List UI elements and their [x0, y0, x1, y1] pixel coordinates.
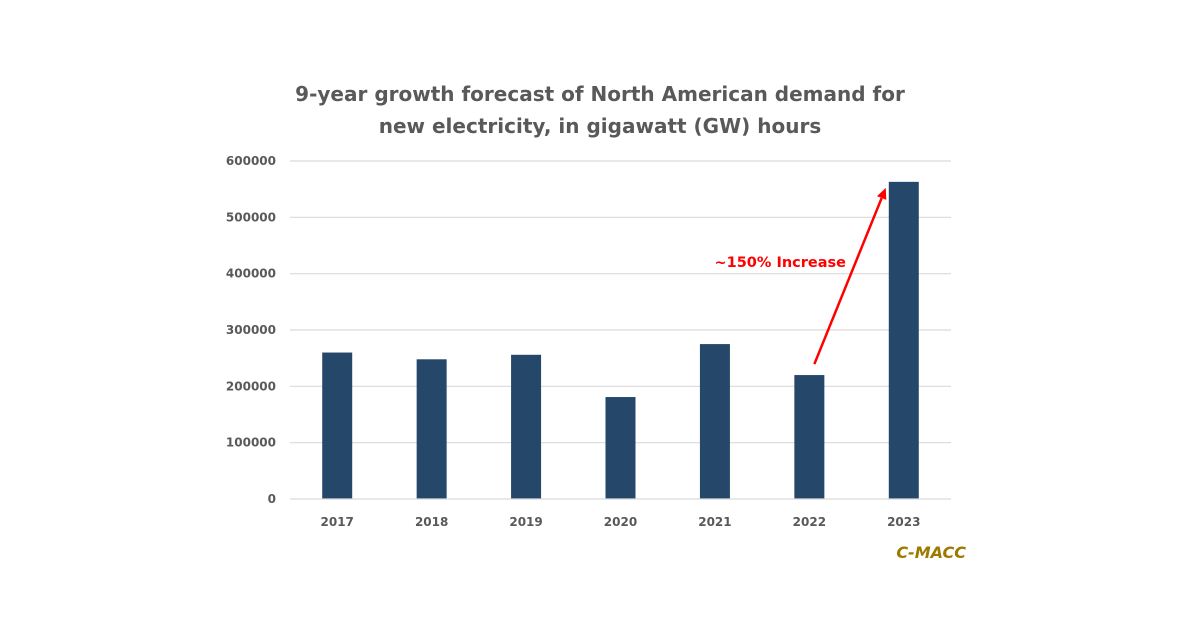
increase-annotation: ~150% Increase: [714, 187, 887, 365]
x-tick-label: 2017: [321, 515, 354, 529]
increase-label: ~150% Increase: [714, 255, 846, 271]
x-tick-label: 2023: [887, 515, 920, 529]
x-axis-ticks: 2017 2018 2019 2020 2021 2022 2023: [321, 515, 921, 529]
bar-2018: [416, 359, 447, 499]
bar-2017: [322, 352, 353, 499]
x-tick-label: 2021: [698, 515, 731, 529]
chart-title-line-1: 9-year growth forecast of North American…: [295, 82, 905, 106]
chart-title-line-2: new electricity, in gigawatt (GW) hours: [379, 114, 821, 138]
bar-2020: [605, 397, 636, 499]
arrow-head-icon: [877, 187, 887, 200]
x-tick-label: 2019: [509, 515, 542, 529]
y-tick-label: 600000: [226, 154, 276, 168]
x-tick-label: 2018: [415, 515, 448, 529]
increase-arrow: [813, 197, 883, 365]
x-tick-label: 2022: [793, 515, 826, 529]
chart-title: 9-year growth forecast of North American…: [295, 82, 905, 138]
source-label: C-MACC: [896, 543, 966, 562]
x-tick-label: 2020: [604, 515, 637, 529]
y-axis-ticks: 0 100000 200000 300000 400000 500000 600000: [226, 154, 276, 506]
bar-2022: [794, 375, 825, 499]
bar-2019: [511, 354, 542, 499]
y-tick-label: 200000: [226, 379, 276, 393]
gridlines: [290, 160, 951, 444]
y-tick-label: 400000: [226, 267, 276, 281]
y-tick-label: 0: [268, 492, 276, 506]
bar-2023: [888, 181, 919, 500]
y-tick-label: 300000: [226, 323, 276, 337]
y-tick-label: 100000: [226, 436, 276, 450]
bar-2021: [699, 344, 730, 499]
bars: [322, 181, 919, 500]
y-tick-label: 500000: [226, 210, 276, 224]
